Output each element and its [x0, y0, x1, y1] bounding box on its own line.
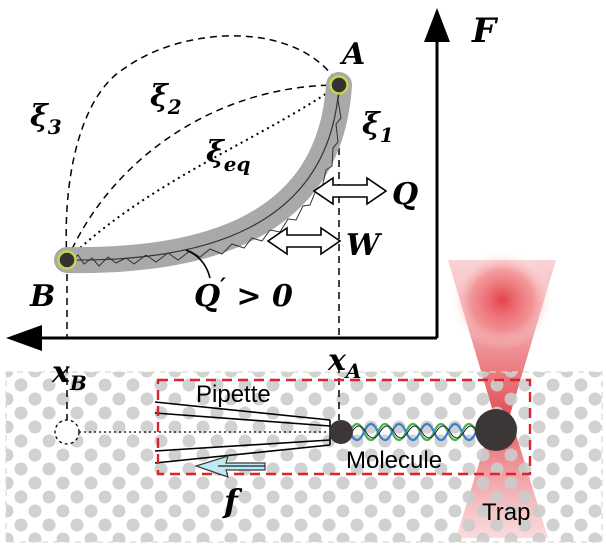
pipette-bead [329, 420, 353, 444]
x-axis-arrowhead [6, 325, 42, 351]
molecule-helix [348, 422, 479, 442]
work-label: W [346, 228, 383, 263]
work-arrow [266, 226, 342, 256]
qprime-arrow [185, 249, 211, 279]
path-xieq [66, 84, 340, 261]
y-axis-arrowhead [424, 8, 450, 42]
setup: Pipette Molecule f Trap [54, 378, 532, 526]
path-xi2 [66, 84, 340, 261]
molecule-label: Molecule [346, 447, 442, 474]
path-xi3 [65, 35, 340, 261]
pipette-label: Pipette [196, 381, 271, 408]
xieq-label: ξeq [206, 135, 251, 176]
axes: F [6, 8, 499, 351]
point-B-marker [57, 250, 77, 270]
trap-bead [475, 409, 517, 451]
xA-label: xA [327, 343, 361, 383]
heat-label: Q [392, 177, 418, 212]
trap-label: Trap [482, 499, 530, 526]
xi1-label: ξ1 [362, 107, 394, 147]
bead-B-ghost [54, 419, 80, 445]
xi2-label: ξ2 [150, 79, 182, 119]
qprime-label: Q′ > 0 [194, 274, 293, 314]
path-xi1-band [54, 72, 352, 274]
point-A-label: A [339, 37, 365, 72]
force-arrow [194, 455, 266, 478]
xB-label: xB [51, 355, 87, 395]
pipette [154, 401, 331, 464]
heat-arrow [312, 176, 388, 206]
point-B-label: B [29, 279, 55, 314]
setup-box [156, 378, 532, 476]
path-xi1-trajectory [69, 87, 342, 267]
xi3-label: ξ3 [30, 99, 62, 139]
y-axis-label: F [471, 11, 499, 51]
force-label: f [222, 482, 243, 520]
point-A-marker [329, 75, 349, 95]
sample-chamber [5, 371, 603, 543]
